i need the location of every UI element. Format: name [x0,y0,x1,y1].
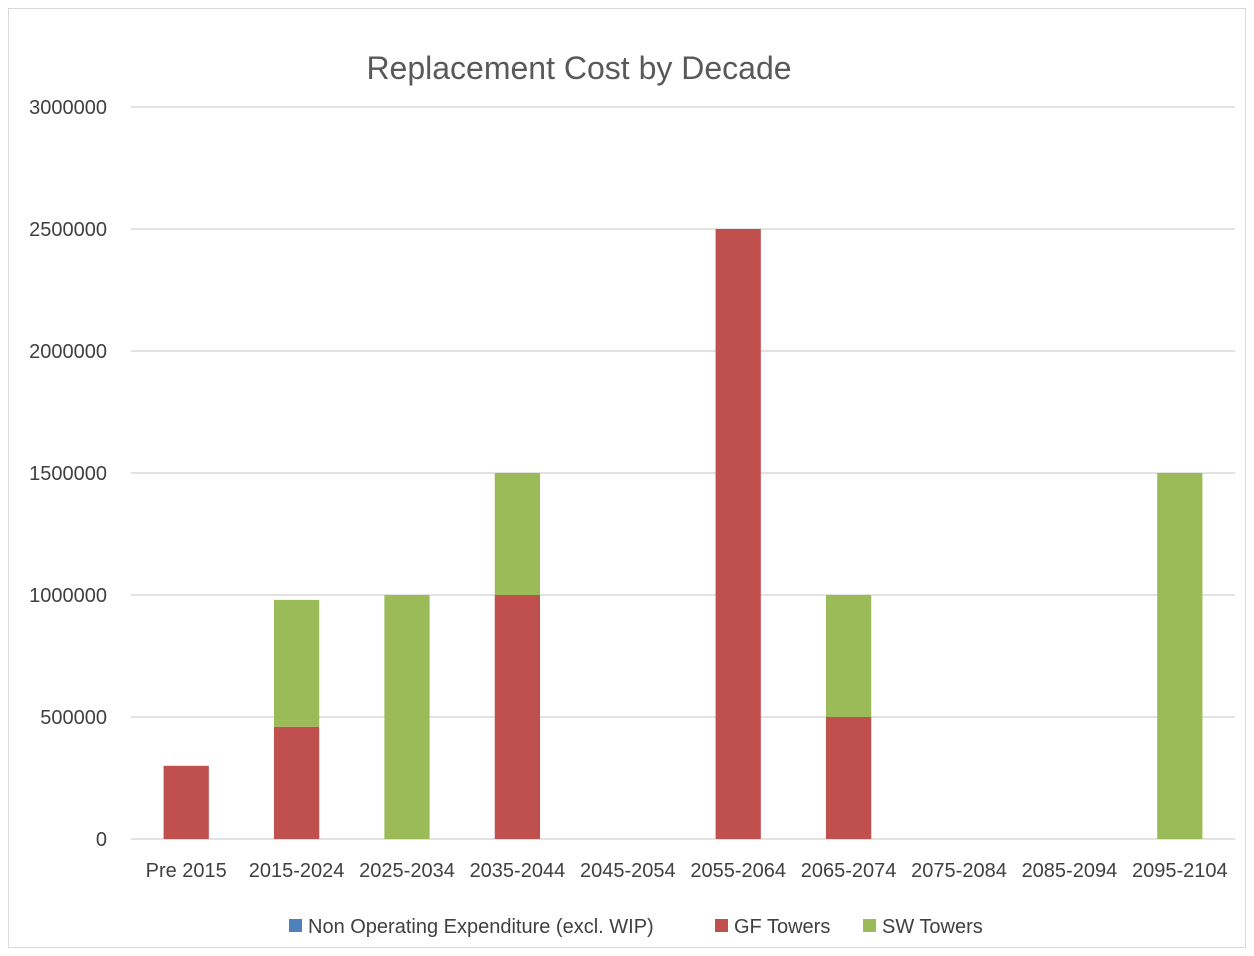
bar-gf-towers-3 [494,595,541,839]
bar-gf-towers-0 [163,765,209,839]
bar-gf-towers-5 [715,229,761,839]
y-tick-label: 3000000 [29,97,107,119]
bar-sw-towers-1 [273,599,320,727]
legend-label-0: Non Operating Expenditure (excl. WIP) [308,916,654,938]
y-tick-label: 1500000 [29,463,107,485]
x-tick-label: 2095-2104 [1132,860,1228,882]
legend-swatch-2 [863,919,876,932]
bar-gf-towers-1 [273,726,320,839]
bar-gf-towers-6 [825,717,872,839]
y-tick-label: 2000000 [29,341,107,363]
chart-frame: Replacement Cost by Decade 0 500000 100000… [8,8,1246,948]
y-tick-label: 500000 [40,707,107,729]
x-tick-label: 2055-2064 [690,860,786,882]
chart-title: Replacement Cost by Decade [366,50,791,86]
x-tick-label: 2075-2084 [911,860,1007,882]
legend-label-1: GF Towers [734,916,830,938]
legend-label-2: SW Towers [882,916,983,938]
bar-sw-towers-9 [1157,473,1203,839]
chart-svg: Replacement Cost by Decade 0 500000 100000… [29,50,1235,938]
x-tick-label: 2015-2024 [249,860,345,882]
y-tick-label: 0 [96,829,107,851]
x-axis-ticks: Pre 2015 2015-2024 2025-2034 2035-2044 2045-… [146,860,1228,882]
bar-sw-towers-3 [494,473,541,595]
legend-swatch-0 [289,919,302,932]
x-tick-label: Pre 2015 [146,860,227,882]
bar-sw-towers-6 [825,595,872,717]
bars [163,229,1203,839]
x-tick-label: 2035-2044 [470,860,566,882]
x-tick-label: 2085-2094 [1022,860,1118,882]
y-tick-label: 1000000 [29,585,107,607]
x-tick-label: 2025-2034 [359,860,455,882]
y-axis-ticks: 0 500000 1000000 1500000 2000000 2500000 30000… [29,97,107,851]
x-tick-label: 2065-2074 [801,860,897,882]
bar-sw-towers-2 [384,595,430,839]
legend: Non Operating Expenditure (excl. WIP) GF … [289,916,983,938]
legend-swatch-1 [715,919,728,932]
x-tick-label: 2045-2054 [580,860,676,882]
y-tick-label: 2500000 [29,219,107,241]
